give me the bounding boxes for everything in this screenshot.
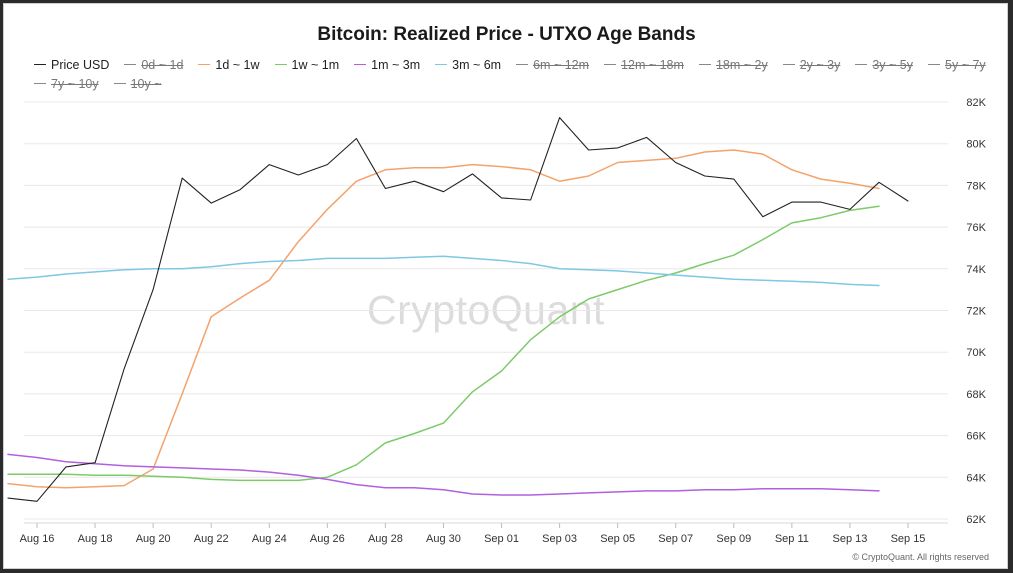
legend-label: 10y ~ (130, 76, 162, 91)
chart-title: Bitcoin: Realized Price - UTXO Age Bands (317, 24, 696, 45)
legend-item-10y[interactable]: 10y ~ (113, 75, 162, 92)
legend-swatch (124, 64, 137, 65)
x-tick-label: Sep 05 (600, 533, 635, 545)
legend-label: 3y ~ 5y (872, 57, 914, 72)
x-tick-label: Sep 13 (832, 533, 867, 545)
series-line-1w-1m (7, 205, 880, 482)
series-line-price-usd (7, 117, 909, 502)
legend-item-1m-3m[interactable]: 1m ~ 3m (354, 56, 420, 73)
legend-label: 5y ~ 7y (945, 57, 986, 72)
legend-label: 0d ~ 1d (141, 57, 184, 72)
legend-swatch (354, 64, 367, 65)
series-line-3m-6m (7, 255, 880, 287)
legend-label: Price USD (51, 57, 110, 72)
series-line-1m-3m (7, 453, 880, 496)
y-tick-label: 74K (966, 264, 986, 276)
x-tick-label: Sep 01 (484, 533, 519, 545)
x-tick-label: Sep 15 (891, 533, 926, 545)
x-tick-label: Aug 18 (78, 533, 113, 545)
y-tick-label: 64K (966, 472, 986, 484)
legend-item-5y-7y[interactable]: 5y ~ 7y (928, 56, 986, 73)
x-tick-label: Aug 30 (426, 533, 461, 545)
copyright-text: © CryptoQuant. All rights reserved (852, 552, 989, 562)
legend-label: 1w ~ 1m (291, 57, 340, 72)
y-tick-label: 70K (966, 347, 986, 359)
legend-item-3y-5y[interactable]: 3y ~ 5y (855, 56, 913, 73)
y-tick-label: 72K (966, 306, 986, 318)
x-tick-label: Sep 07 (658, 533, 693, 545)
y-tick-label: 82K (966, 97, 986, 109)
y-tick-label: 62K (966, 514, 986, 526)
x-tick-label: Sep 03 (542, 533, 577, 545)
legend-item-18m-2y[interactable]: 18m ~ 2y (698, 56, 768, 73)
legend-label: 3m ~ 6m (452, 57, 502, 72)
legend-swatch (782, 64, 795, 65)
legend-swatch (34, 83, 46, 84)
y-tick-label: 68K (966, 389, 986, 401)
legend-item-1d-1w[interactable]: 1d ~ 1w (198, 56, 260, 73)
y-tick-label: 78K (966, 180, 986, 192)
gridlines (24, 101, 948, 520)
x-axis: Aug 16 Aug 18 Aug 20 Aug 22 Aug 24 Aug 26 Aug … (20, 522, 948, 545)
legend-item-price-usd[interactable]: Price USD (34, 56, 109, 73)
legend-swatch (274, 64, 287, 65)
series-line-1d-1w (7, 149, 880, 489)
legend-item-3m-6m[interactable]: 3m ~ 6m (435, 56, 501, 73)
legend-swatch (516, 64, 529, 65)
x-tick-label: Aug 28 (368, 533, 403, 545)
legend-label: 6m ~ 12m (533, 57, 590, 72)
legend-item-7y-10y[interactable]: 7y ~ 10y (34, 75, 99, 92)
x-tick-label: Aug 20 (136, 533, 171, 545)
legend-item-1w-1m[interactable]: 1w ~ 1m (274, 56, 340, 73)
legend-label: 1m ~ 3m (371, 57, 421, 72)
x-tick-label: Aug 22 (194, 533, 229, 545)
legend-item-2y-3y[interactable]: 2y ~ 3y (782, 56, 841, 73)
x-tick-label: Sep 11 (775, 533, 809, 545)
y-tick-label: 80K (966, 139, 986, 151)
x-tick-label: Aug 24 (252, 533, 287, 545)
legend-label: 18m ~ 2y (715, 57, 768, 72)
legend-item-12m-18m[interactable]: 12m ~ 18m (604, 56, 684, 73)
legend: Price USD 0d ~ 1d 1d ~ 1w 1w ~ 1m 1m ~ 3m 3m … (34, 56, 994, 92)
legend-label: 12m ~ 18m (621, 57, 684, 72)
legend-swatch (698, 64, 711, 65)
x-tick-label: Sep 09 (716, 533, 751, 545)
legend-swatch (604, 64, 617, 65)
legend-swatch (34, 64, 46, 65)
chart-panel: Bitcoin: Realized Price - UTXO Age Bands… (3, 3, 1008, 569)
legend-item-0d-1d[interactable]: 0d ~ 1d (124, 56, 183, 73)
plot-area: Aug 16 Aug 18 Aug 20 Aug 22 Aug 24 Aug 26 Aug … (7, 97, 987, 545)
legend-swatch (435, 64, 448, 65)
legend-label: 7y ~ 10y (51, 76, 99, 91)
legend-label: 1d ~ 1w (215, 57, 260, 72)
legend-item-6m-12m[interactable]: 6m ~ 12m (516, 56, 589, 73)
y-tick-label: 76K (966, 222, 986, 234)
legend-swatch (928, 64, 941, 65)
legend-swatch (113, 83, 126, 84)
y-tick-label: 66K (966, 431, 986, 443)
y-axis: 62K 64K 66K 68K 70K 72K 74K 76K 78K 80K 82K (966, 97, 986, 526)
legend-label: 2y ~ 3y (799, 57, 841, 72)
legend-swatch (198, 64, 211, 65)
x-tick-label: Aug 16 (20, 533, 55, 545)
legend-swatch (855, 64, 868, 65)
x-tick-label: Aug 26 (310, 533, 345, 545)
